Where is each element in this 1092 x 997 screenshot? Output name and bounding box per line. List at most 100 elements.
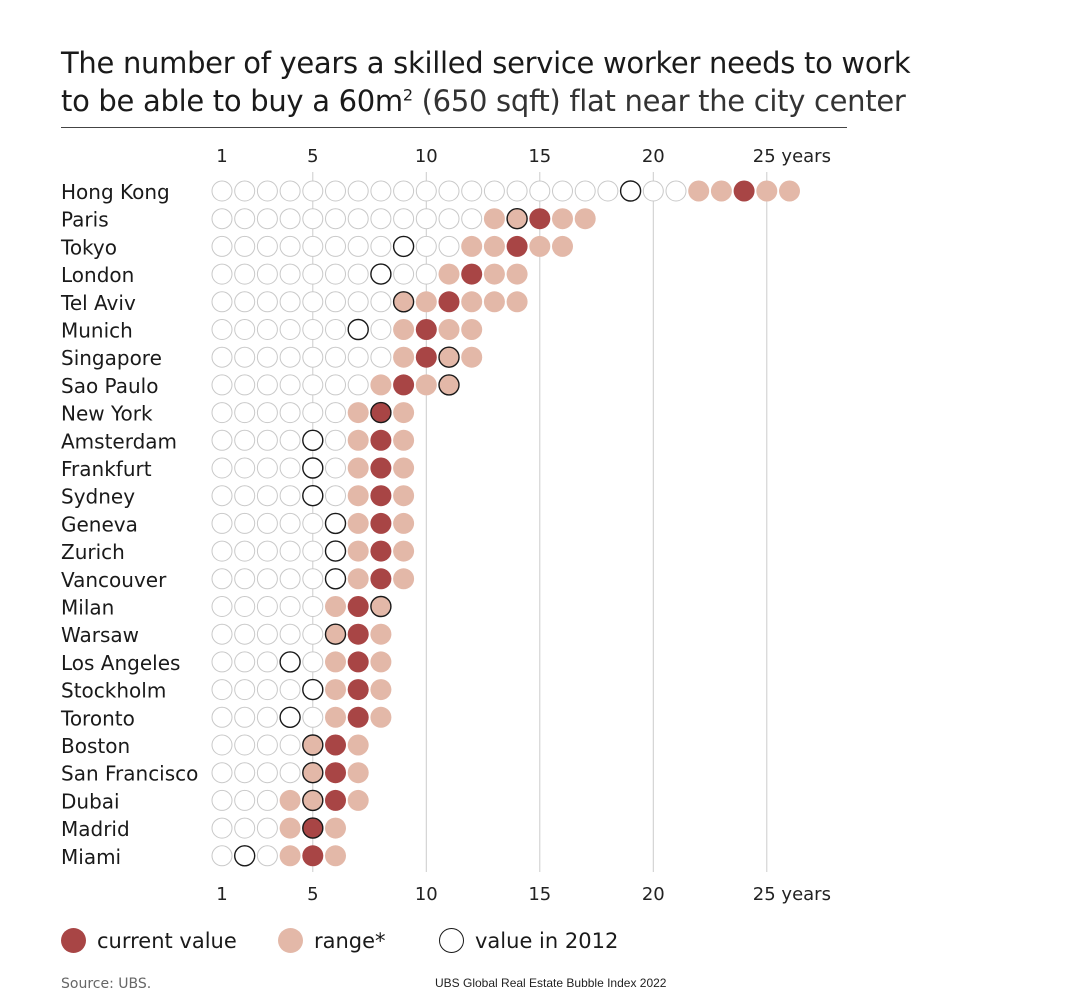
title-divider — [61, 127, 847, 128]
dot-current-sydney — [370, 485, 392, 507]
dot-empty-toronto-3 — [256, 706, 278, 728]
dot-empty-stockholm-1 — [211, 679, 233, 701]
dot-empty-frankfurt-4 — [279, 457, 301, 479]
dot-empty-miami-1 — [211, 845, 233, 867]
dot-empty-boston-3 — [256, 734, 278, 756]
dot-range-vancouver-7 — [347, 568, 369, 590]
dot-empty-milan-1 — [211, 596, 233, 617]
dot-empty-stockholm-4 — [279, 679, 301, 701]
dot-empty-london-7 — [347, 263, 369, 285]
dot-empty-singapore-4 — [279, 346, 301, 368]
dot-empty-london-6 — [325, 263, 346, 285]
legend-range-label: range* — [314, 928, 386, 953]
dot-empty-hong-kong-7 — [347, 180, 369, 202]
dot-empty-tokyo-5 — [302, 235, 324, 257]
dot-empty-boston-4 — [279, 734, 301, 756]
dot-2012-san-francisco — [302, 762, 324, 784]
city-label-sydney: Sydney — [61, 485, 135, 509]
legend-2012-marker — [439, 928, 464, 953]
dot-2012-zurich — [324, 540, 347, 562]
dot-empty-munich-3 — [256, 319, 278, 340]
dot-empty-zurich-2 — [234, 540, 256, 562]
dot-range-london-11 — [438, 263, 460, 285]
dot-empty-sydney-2 — [234, 485, 256, 507]
city-label-zurich: Zurich — [61, 540, 125, 564]
dot-empty-toronto-1 — [211, 706, 233, 728]
x-tick-label-top-5: 5 — [307, 146, 318, 167]
dot-range-geneva-7 — [347, 512, 369, 534]
dot-range-tokyo-15 — [529, 235, 551, 257]
dot-empty-milan-4 — [279, 596, 301, 617]
dot-2012-amsterdam — [302, 429, 324, 451]
dot-range-miami-6 — [325, 845, 346, 867]
dot-range-toronto-6 — [325, 706, 346, 728]
dot-empty-amsterdam-6 — [325, 429, 346, 451]
dot-range-sydney-9 — [393, 485, 415, 507]
dot-empty-munich-4 — [279, 319, 301, 340]
dot-current-vancouver — [370, 568, 392, 590]
dot-current-milan — [347, 596, 369, 617]
dot-range-san-francisco-7 — [347, 762, 369, 784]
legend-current: current value — [61, 928, 237, 953]
dot-range-san-francisco-5 — [302, 762, 324, 784]
x-tick-label-bottom-10: 10 — [415, 884, 438, 905]
dot-range-miami-4 — [279, 845, 301, 867]
dot-empty-new-york-2 — [234, 402, 256, 424]
dot-empty-tokyo-8 — [370, 235, 392, 257]
dot-2012-sydney — [302, 485, 324, 507]
dot-empty-sao-paulo-1 — [211, 374, 233, 396]
dot-range-sao-paulo-11 — [438, 374, 460, 396]
dot-empty-san-francisco-2 — [234, 762, 256, 784]
dot-empty-sao-paulo-3 — [256, 374, 278, 396]
chart-title-line-1: The number of years a skilled service wo… — [61, 46, 911, 80]
city-label-singapore: Singapore — [61, 346, 162, 370]
dot-current-london — [461, 263, 483, 285]
dot-range-amsterdam-7 — [347, 429, 369, 451]
dot-empty-amsterdam-3 — [256, 429, 278, 451]
dot-current-amsterdam — [370, 429, 392, 451]
city-label-geneva: Geneva — [61, 512, 138, 536]
dot-range-paris-16 — [552, 208, 573, 230]
legend-range-marker — [278, 928, 303, 953]
dot-current-new-york — [370, 402, 392, 424]
dot-empty-frankfurt-2 — [234, 457, 256, 479]
dot-empty-vancouver-5 — [302, 568, 324, 590]
dot-empty-toronto-2 — [234, 706, 256, 728]
dot-empty-london-10 — [415, 263, 437, 285]
dot-empty-warsaw-4 — [279, 623, 301, 645]
dot-range-frankfurt-7 — [347, 457, 369, 479]
dot-empty-amsterdam-2 — [234, 429, 256, 451]
dot-2012-toronto — [279, 706, 301, 728]
dot-empty-tokyo-2 — [234, 235, 256, 257]
dot-range-munich-12 — [461, 319, 483, 340]
dot-empty-hong-kong-15 — [529, 180, 551, 202]
dot-empty-geneva-1 — [211, 512, 233, 534]
dot-range-madrid-6 — [325, 817, 346, 839]
dot-empty-hong-kong-9 — [393, 180, 415, 202]
dot-empty-dubai-2 — [234, 789, 256, 811]
dot-empty-hong-kong-10 — [415, 180, 437, 202]
dot-2012-munich — [347, 318, 369, 341]
legend-2012-label: value in 2012 — [475, 928, 619, 953]
city-label-sao-paulo: Sao Paulo — [61, 374, 158, 398]
dot-range-singapore-12 — [461, 346, 483, 368]
x-tick-label-bottom-5: 5 — [307, 884, 318, 905]
city-label-paris: Paris — [61, 208, 109, 232]
dot-range-hong-kong-23 — [710, 180, 732, 202]
dot-empty-los-angeles-1 — [211, 651, 233, 673]
dot-current-tel-aviv — [438, 291, 460, 313]
dot-current-paris — [529, 208, 551, 230]
dot-2012-hong-kong — [619, 180, 642, 202]
dot-range-tokyo-13 — [483, 235, 505, 257]
city-label-madrid: Madrid — [61, 817, 130, 841]
x-tick-label-top-10: 10 — [415, 146, 438, 167]
dot-empty-paris-1 — [211, 208, 233, 230]
dot-empty-tokyo-1 — [211, 235, 233, 257]
dot-empty-london-4 — [279, 263, 301, 285]
dot-empty-miami-3 — [256, 845, 278, 867]
dot-empty-sao-paulo-4 — [279, 374, 301, 396]
dot-empty-geneva-5 — [302, 512, 324, 534]
dot-empty-madrid-2 — [234, 817, 256, 839]
city-label-milan: Milan — [61, 596, 114, 620]
